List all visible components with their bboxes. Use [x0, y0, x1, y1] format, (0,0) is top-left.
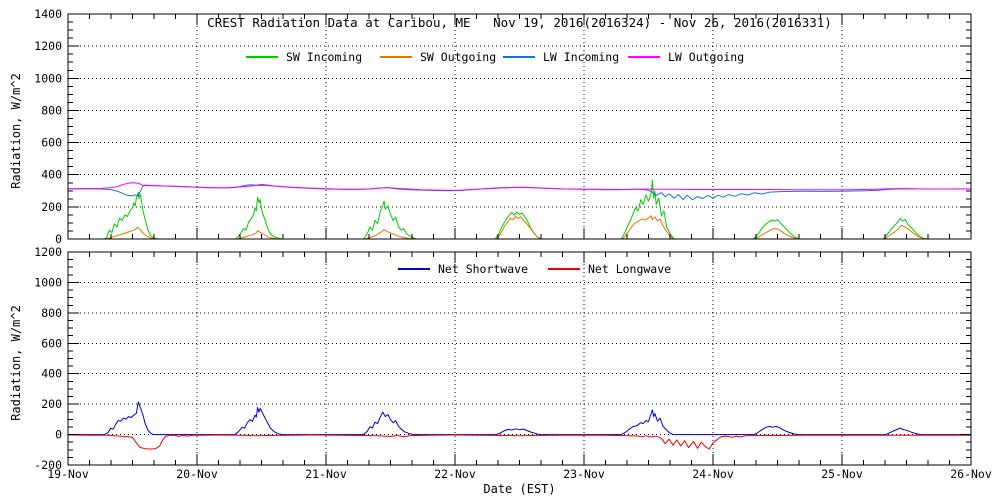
lw-outgoing-line-swatch — [628, 56, 660, 58]
legend-label-lw-incoming: LW Incoming — [543, 50, 620, 64]
legend-item-sw-incoming: SW Incoming — [246, 50, 362, 64]
legend-label-net-longwave: Net Longwave — [588, 262, 672, 276]
legend-item-lw-incoming: LW Incoming — [503, 50, 619, 64]
y-tick-label: 400 — [41, 168, 62, 182]
sw-outgoing-line-swatch — [380, 56, 412, 58]
y-tick-label: 0 — [55, 428, 62, 442]
legend-item-net-longwave: Net Longwave — [548, 262, 671, 276]
x-tick-label: 26-Nov — [950, 467, 992, 481]
x-axis-title: Date (EST) — [483, 482, 556, 496]
legend-item-sw-outgoing: SW Outgoing — [380, 50, 496, 64]
y-tick-label: 400 — [41, 367, 62, 381]
y-tick-label: 1200 — [34, 39, 62, 53]
y-tick-label: 1400 — [34, 7, 62, 21]
x-tick-label: 24-Nov — [692, 467, 734, 481]
legend-item-net-shortwave: Net Shortwave — [398, 262, 528, 276]
y-tick-label: 600 — [41, 136, 62, 150]
chart-title: CREST Radiation Data at Caribou, ME Nov … — [207, 15, 832, 30]
legend-label-lw-outgoing: LW Outgoing — [668, 50, 745, 64]
legend-label-net-shortwave: Net Shortwave — [438, 262, 529, 276]
y-tick-label: 600 — [41, 336, 62, 350]
x-tick-label: 23-Nov — [563, 467, 605, 481]
lw-incoming-line-swatch — [503, 56, 535, 58]
net-shortwave-line-swatch — [398, 268, 430, 270]
net-longwave-line-swatch — [548, 268, 580, 270]
y-tick-label: 1000 — [34, 71, 62, 85]
y-tick-label: 800 — [41, 306, 62, 320]
y-tick-label: 200 — [41, 200, 62, 214]
y-tick-label: -200 — [34, 458, 62, 472]
x-tick-label: 19-Nov — [47, 467, 89, 481]
y-tick-label: 1000 — [34, 275, 62, 289]
legend-label-sw-outgoing: SW Outgoing — [420, 50, 497, 64]
legend-item-lw-outgoing: LW Outgoing — [628, 50, 744, 64]
x-tick-label: 21-Nov — [305, 467, 347, 481]
y-tick-label: 0 — [55, 232, 62, 246]
x-tick-label: 22-Nov — [434, 467, 476, 481]
x-tick-label: 20-Nov — [176, 467, 218, 481]
y-tick-label: 1200 — [34, 245, 62, 259]
y-tick-label: 800 — [41, 103, 62, 117]
legend-label-sw-incoming: SW Incoming — [286, 50, 363, 64]
sw-incoming-line-swatch — [246, 56, 278, 58]
y-tick-label: 200 — [41, 397, 62, 411]
x-tick-label: 25-Nov — [821, 467, 863, 481]
